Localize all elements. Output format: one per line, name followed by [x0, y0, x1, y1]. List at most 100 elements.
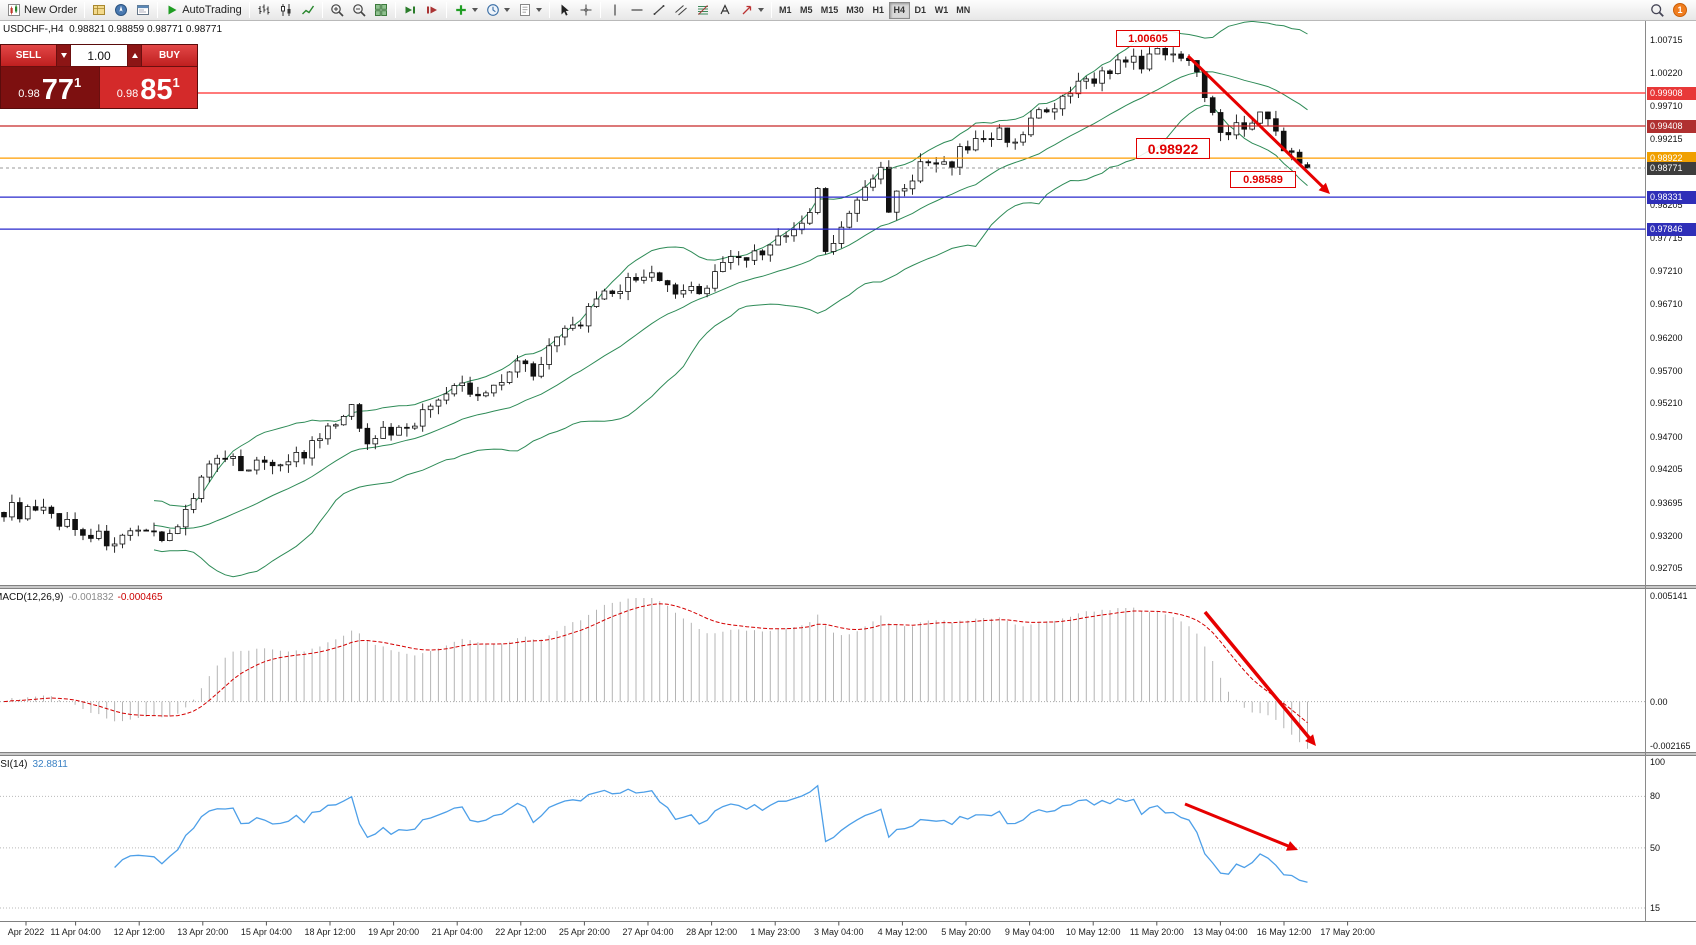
- price-axis-label: 0.94700: [1650, 431, 1683, 442]
- sell-button[interactable]: SELL: [1, 45, 56, 66]
- arrows-icon: [742, 5, 751, 15]
- cursor-icon: [561, 4, 569, 16]
- timeframe-h1-button[interactable]: H1: [868, 2, 889, 19]
- time-axis-label: 18 Apr 12:00: [304, 927, 356, 937]
- timeframe-m15-button[interactable]: M15: [817, 2, 843, 19]
- price-annotation[interactable]: 0.98922: [1136, 138, 1210, 159]
- zoom-in-button[interactable]: [326, 1, 348, 19]
- terminal-icon: [137, 5, 150, 15]
- trend-arrow[interactable]: [1186, 54, 1330, 194]
- buy-price-button[interactable]: 0.98 85 1: [99, 67, 197, 108]
- new-order-icon: [8, 4, 20, 16]
- new-order-button[interactable]: New Order: [3, 1, 81, 19]
- timeframe-m30-button[interactable]: M30: [842, 2, 868, 19]
- periods-button[interactable]: [482, 1, 514, 19]
- sell-price-button[interactable]: 0.98 77 1: [1, 67, 99, 108]
- price-axis-label: 0.93200: [1650, 530, 1683, 541]
- chart-shift-button[interactable]: [421, 1, 443, 19]
- price-axis-label: 0.99710: [1650, 101, 1683, 112]
- toolbar-right: 1: [1646, 1, 1693, 19]
- rsi-value: 32.8811: [32, 759, 68, 770]
- candlestick-chart-icon: [280, 4, 291, 16]
- macd-signal-value: -0.000465: [117, 592, 163, 603]
- macd-indicator: [0, 598, 1646, 749]
- timeframe-h4-button[interactable]: H4: [888, 1, 910, 19]
- time-axis-label: Apr 2022: [7, 927, 45, 937]
- timeframe-mn-button[interactable]: MN: [952, 2, 974, 19]
- navigator-button[interactable]: [110, 1, 132, 19]
- bar-chart-button[interactable]: [253, 1, 275, 19]
- zoom-out-button[interactable]: [348, 1, 370, 19]
- volume-down-button[interactable]: [57, 45, 70, 66]
- rsi-indicator-label: RSI(14) 32.8811: [0, 759, 68, 770]
- price-axis-label: 0.96710: [1650, 299, 1683, 309]
- timeframe-d1-button[interactable]: D1: [910, 2, 931, 19]
- timeframe-m1-button[interactable]: M1: [775, 2, 796, 19]
- time-axis-label: 22 Apr 12:00: [495, 927, 547, 937]
- auto-scroll-button[interactable]: [399, 1, 421, 19]
- autotrading-button[interactable]: AutoTrading: [161, 1, 246, 19]
- chart-shift-icon: [426, 6, 437, 14]
- candlestick-chart-button[interactable]: [275, 1, 297, 19]
- bollinger-bands: [153, 20, 1308, 578]
- trend-arrow[interactable]: [1184, 802, 1298, 851]
- crosshair-button[interactable]: [575, 1, 597, 19]
- buy-price-pipette: 1: [172, 75, 180, 90]
- time-axis-label: 11 May 20:00: [1129, 927, 1184, 937]
- line-chart-button[interactable]: [297, 1, 319, 19]
- price-tag-0.98922: 0.98922: [1647, 151, 1696, 165]
- horizontal-line-button[interactable]: [626, 1, 648, 19]
- macd-indicator-label: MACD(12,26,9) -0.001832 -0.000465: [0, 592, 163, 603]
- main-toolbar: New Order AutoTrading M1 M5 M15 M30 H1 H4 D1 W1 M…: [0, 0, 1696, 21]
- time-axis-label: 19 Apr 20:00: [368, 927, 420, 937]
- templates-button[interactable]: [514, 1, 546, 19]
- indicators-icon: [455, 5, 466, 15]
- dropdown-caret-icon: [471, 8, 478, 12]
- vertical-line-button[interactable]: [604, 1, 626, 19]
- macd-signal-line: [3, 603, 1308, 724]
- terminal-button[interactable]: [132, 1, 154, 19]
- tile-windows-button[interactable]: [370, 1, 392, 19]
- periods-icon: [486, 4, 499, 16]
- tile-windows-icon: [374, 4, 387, 16]
- cursor-button[interactable]: [553, 1, 575, 19]
- macd-histogram: [11, 598, 1308, 749]
- equidistant-channel-button[interactable]: [670, 1, 692, 19]
- buy-button[interactable]: BUY: [142, 45, 197, 66]
- timeframe-m5-button[interactable]: M5: [796, 2, 817, 19]
- price-annotation[interactable]: 0.98589: [1230, 171, 1296, 188]
- toolbar-separator: [248, 2, 250, 18]
- indicators-button[interactable]: [450, 1, 482, 19]
- toolbar-separator: [84, 2, 86, 18]
- trend-arrow[interactable]: [1203, 610, 1316, 746]
- volume-input[interactable]: [71, 45, 127, 66]
- toolbar-separator: [321, 2, 323, 18]
- rsi-axis-label: 50: [1650, 842, 1661, 853]
- fibonacci-button[interactable]: [692, 1, 714, 19]
- trendline-button[interactable]: [648, 1, 670, 19]
- trendline-icon: [653, 5, 665, 15]
- time-axis-label: 16 May 12:00: [1256, 927, 1312, 937]
- notification-badge[interactable]: 1: [1673, 3, 1687, 17]
- rsi-line: [114, 784, 1308, 883]
- fibonacci-icon: [697, 5, 708, 15]
- timeframe-w1-button[interactable]: W1: [931, 2, 953, 19]
- time-axis-label: 15 Apr 04:00: [240, 927, 292, 937]
- navigator-icon: [115, 4, 128, 16]
- rsi-title: RSI(14): [0, 759, 28, 770]
- macd-title: MACD(12,26,9): [0, 592, 64, 603]
- zoom-out-icon: [352, 4, 366, 17]
- price-annotation[interactable]: 1.00605: [1116, 30, 1180, 47]
- toolbar-separator: [445, 2, 447, 18]
- arrows-button[interactable]: [736, 1, 768, 19]
- price-axis-label: 0.92705: [1650, 563, 1683, 574]
- search-button[interactable]: [1646, 1, 1668, 19]
- market-watch-button[interactable]: [88, 1, 110, 19]
- text-label-button[interactable]: [714, 1, 736, 19]
- volume-up-button[interactable]: [128, 45, 141, 66]
- auto-scroll-icon: [405, 6, 415, 14]
- price-tag-0.98331: 0.98331: [1647, 190, 1696, 204]
- time-axis-label: 3 May 04:00: [814, 927, 864, 937]
